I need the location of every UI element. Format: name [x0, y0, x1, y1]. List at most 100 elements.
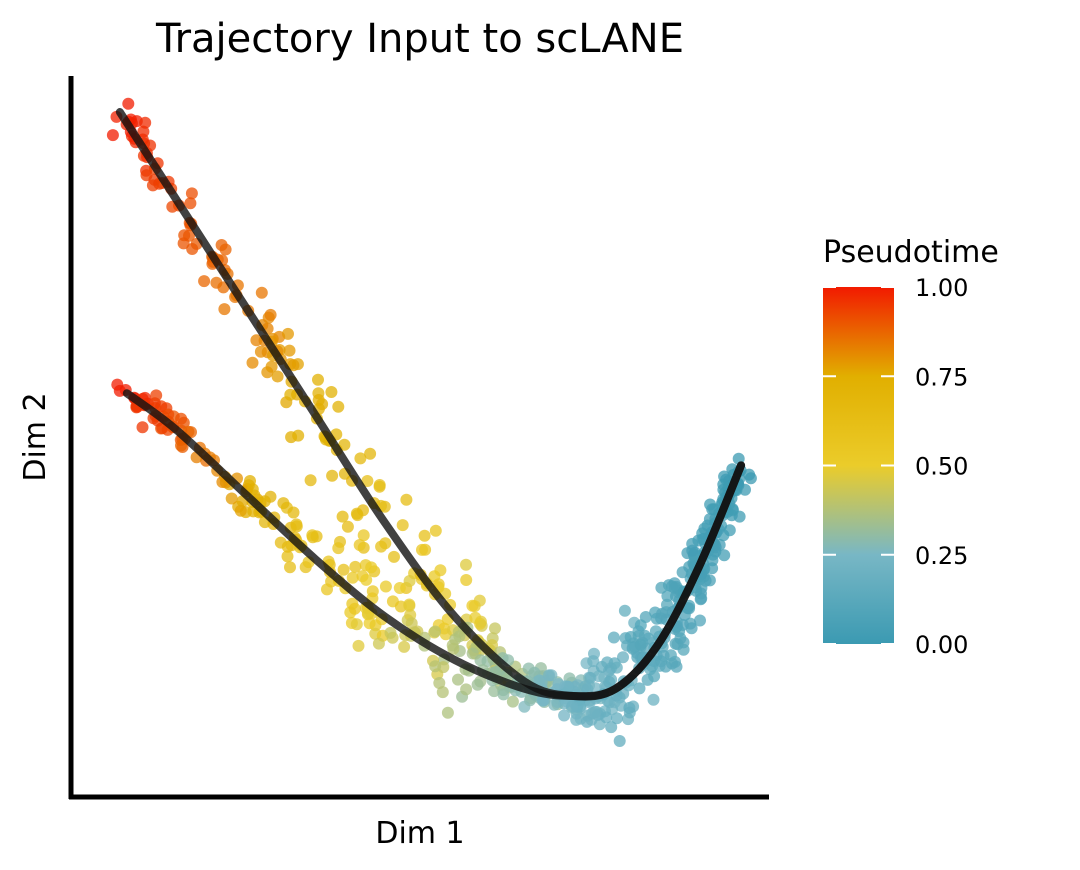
cell-point — [533, 674, 546, 687]
cell-point — [284, 388, 297, 401]
cell-point — [403, 575, 416, 587]
cell-point — [282, 327, 294, 340]
cell-point — [686, 544, 699, 557]
cell-point — [373, 479, 386, 491]
cell-point — [610, 661, 623, 674]
cell-point — [703, 574, 716, 587]
cell-point — [739, 483, 751, 496]
cell-point — [403, 598, 416, 611]
cell-point — [587, 655, 600, 668]
principal-curve-2 — [122, 389, 746, 701]
cell-point — [234, 504, 247, 517]
cell-point — [346, 571, 359, 584]
cell-point — [441, 706, 454, 719]
cell-point — [460, 574, 473, 586]
cell-point — [287, 506, 300, 519]
cell-point — [656, 607, 669, 620]
cell-point — [290, 520, 303, 533]
cell-point — [506, 695, 519, 708]
cell-point — [683, 602, 696, 615]
cell-point — [670, 660, 683, 673]
cell-point — [429, 660, 442, 673]
cell-point — [400, 493, 413, 506]
cell-point — [150, 389, 163, 402]
cell-point — [155, 400, 168, 413]
cell-point — [139, 116, 152, 129]
cell-point — [372, 637, 385, 650]
cell-point — [605, 721, 618, 734]
legend-tick-label: 0.00 — [915, 631, 968, 659]
cell-point — [603, 676, 616, 688]
cell-point — [375, 540, 388, 553]
cell-point — [744, 472, 757, 485]
cell-point — [600, 711, 613, 724]
legend-tick-label: 0.50 — [915, 453, 968, 481]
cell-point — [543, 669, 556, 682]
cell-point — [696, 527, 709, 540]
cell-point — [175, 412, 188, 425]
cell-point — [446, 639, 459, 652]
cell-point — [436, 686, 449, 699]
cell-point — [471, 678, 484, 691]
x-axis-label: Dim 1 — [375, 816, 464, 851]
cell-point — [361, 475, 374, 487]
color-legend: Pseudotime 0.00 0.25 0.50 0.75 1.00 — [823, 235, 999, 659]
cell-point — [325, 386, 338, 398]
cell-point — [570, 713, 583, 726]
cell-point — [618, 604, 631, 617]
cell-point — [706, 554, 719, 567]
cell-point — [396, 519, 409, 532]
cell-point — [460, 558, 472, 571]
cell-point — [122, 97, 135, 110]
cell-point — [633, 682, 646, 695]
cell-point — [264, 308, 277, 321]
cell-point — [718, 549, 731, 562]
cell-point — [326, 469, 339, 482]
chart-title: Trajectory Input to scLANE — [155, 16, 684, 62]
cell-point — [677, 643, 690, 656]
cell-point — [649, 625, 662, 638]
cell-point — [354, 452, 367, 465]
cell-point — [393, 582, 406, 594]
legend-title: Pseudotime — [823, 235, 999, 270]
cell-point — [661, 590, 674, 602]
cell-point — [365, 561, 378, 574]
cell-point — [617, 651, 629, 664]
cell-point — [655, 581, 668, 594]
cell-point — [338, 438, 351, 451]
cell-point — [250, 334, 263, 347]
cell-point — [198, 275, 211, 288]
cell-point — [225, 492, 238, 505]
legend-tick-label: 1.00 — [915, 274, 968, 302]
cell-point — [489, 622, 501, 635]
cell-point — [466, 599, 479, 612]
cell-point — [384, 626, 397, 639]
cell-point — [653, 659, 666, 672]
cell-point — [627, 700, 640, 713]
cell-point — [352, 639, 365, 652]
cell-point — [416, 543, 428, 556]
cell-point — [274, 536, 287, 549]
cell-point — [364, 447, 377, 460]
cell-point — [348, 602, 361, 615]
cell-point — [469, 611, 482, 624]
cell-point — [428, 570, 441, 583]
cell-point — [613, 735, 626, 747]
cell-point — [601, 656, 614, 669]
cell-point — [718, 470, 731, 483]
cell-point — [284, 561, 296, 574]
cell-point — [405, 617, 418, 630]
cell-point — [218, 303, 231, 316]
curves-layer — [115, 108, 746, 701]
cell-point — [433, 677, 446, 689]
cell-point — [418, 529, 431, 542]
y-axis-label: Dim 2 — [18, 392, 53, 481]
cell-point — [312, 394, 325, 406]
cell-point — [184, 197, 197, 210]
cell-point — [488, 685, 501, 698]
cell-point — [360, 573, 373, 586]
cell-point — [366, 585, 379, 598]
cell-point — [398, 640, 411, 653]
cell-point — [341, 520, 354, 533]
